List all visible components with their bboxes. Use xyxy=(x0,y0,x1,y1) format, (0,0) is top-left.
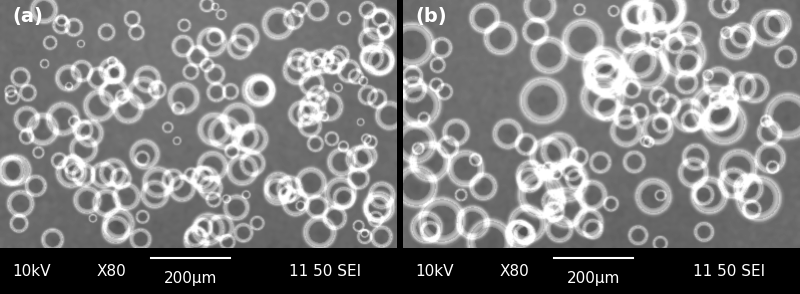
Text: 10kV: 10kV xyxy=(416,264,454,279)
Text: X80: X80 xyxy=(499,264,529,279)
Text: (b): (b) xyxy=(415,7,446,26)
Text: 200μm: 200μm xyxy=(164,270,217,285)
Text: 10kV: 10kV xyxy=(13,264,51,279)
Text: 11 50 SEI: 11 50 SEI xyxy=(693,264,765,279)
Text: 200μm: 200μm xyxy=(567,270,620,285)
Text: X80: X80 xyxy=(96,264,126,279)
Text: 11 50 SEI: 11 50 SEI xyxy=(290,264,362,279)
Text: (a): (a) xyxy=(12,7,42,26)
